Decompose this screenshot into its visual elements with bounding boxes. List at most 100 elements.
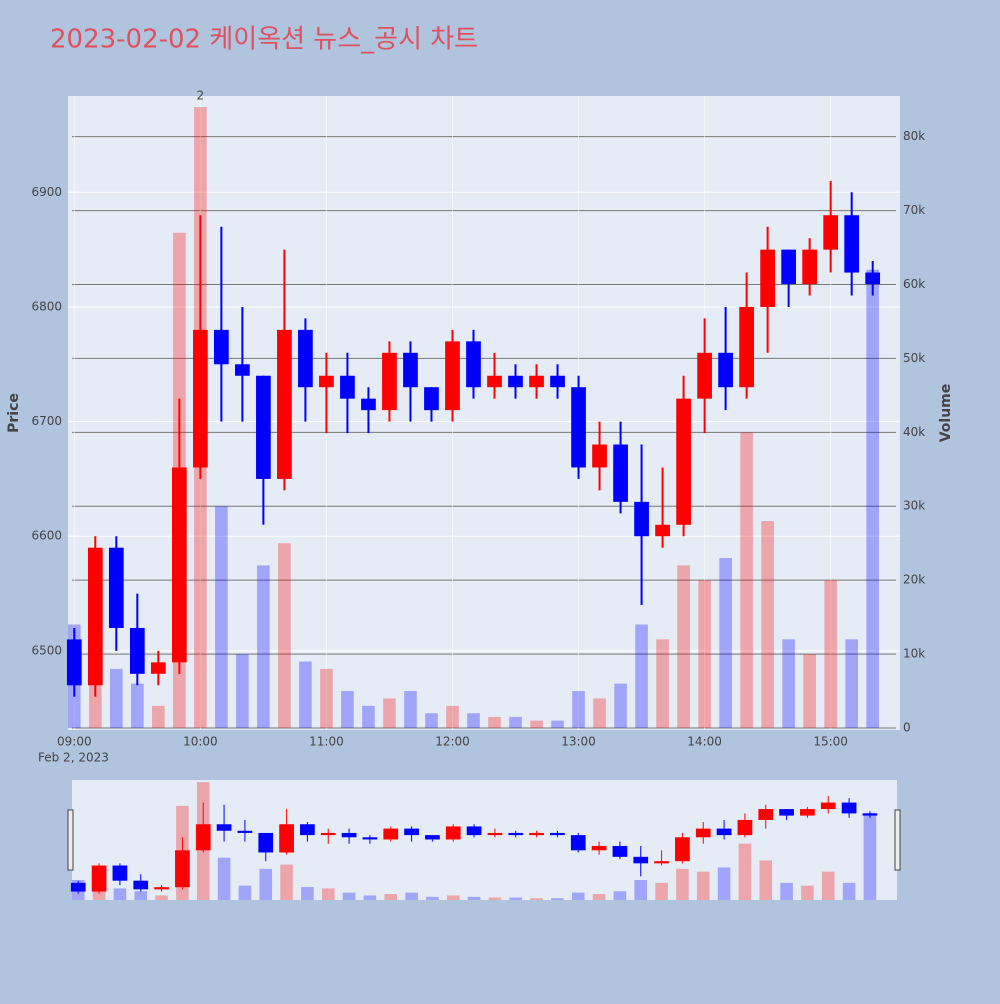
volume-bar: [782, 639, 795, 729]
mini-volume-bar: [280, 864, 293, 900]
mini-candle-body: [383, 828, 399, 840]
volume-bar: [824, 580, 837, 729]
mini-candle-body: [841, 802, 857, 814]
mini-volume-bar: [655, 882, 668, 900]
candle-body: [193, 329, 208, 468]
candle-body: [508, 375, 523, 388]
mini-candle-body: [508, 832, 524, 836]
mini-candle-body: [133, 880, 149, 890]
mini-candle-body: [112, 865, 128, 881]
mini-candle-body: [279, 824, 294, 853]
y-axis-label: Price: [6, 393, 22, 433]
candle-body: [760, 249, 775, 307]
mini-candle-body: [654, 861, 669, 864]
mini-volume-bar: [717, 867, 731, 900]
mini-volume-bar: [217, 857, 231, 900]
mini-volume-bar: [321, 888, 335, 900]
candle-body: [592, 444, 607, 468]
candle-body: [150, 662, 166, 674]
mini-candle-body: [195, 824, 211, 851]
volume-bar: [152, 705, 165, 729]
x-tick-label: 10:00: [183, 735, 218, 749]
x-tick-label: 09:00: [57, 735, 92, 749]
mini-candle-body: [591, 845, 607, 851]
mini-candle-body: [341, 832, 357, 838]
mini-candle-body: [70, 882, 86, 892]
mini-volume-bar: [821, 871, 835, 900]
mini-volume-bar: [426, 896, 439, 900]
mini-candle-body: [154, 887, 169, 890]
candle-body: [571, 387, 586, 468]
mini-candle-body: [862, 813, 878, 816]
volume-bar: [425, 713, 438, 729]
mini-candle-body: [758, 809, 774, 820]
mini-candle-body: [404, 828, 419, 836]
candle-body: [718, 352, 733, 388]
mini-volume-bar: [113, 888, 127, 900]
candle-body: [319, 375, 334, 388]
mini-volume-bar: [780, 882, 793, 900]
candle-body: [235, 364, 250, 376]
mini-candle-body: [695, 828, 711, 838]
y2-tick-label: 60k: [903, 277, 925, 291]
y2-tick-label: 0: [903, 721, 911, 735]
mini-candle-body: [820, 802, 836, 810]
range-handle[interactable]: [67, 809, 74, 871]
y2-tick-label: 20k: [903, 573, 925, 587]
candle-body: [697, 352, 712, 399]
mini-candle-body: [716, 828, 732, 836]
mini-candle-body: [320, 832, 336, 836]
candle-body: [87, 547, 103, 686]
volume-bar: [698, 580, 711, 729]
x-tick-label: 15:00: [813, 735, 848, 749]
rangeslider[interactable]: [72, 780, 897, 900]
volume-bar: [719, 557, 732, 729]
y2-tick-label: 80k: [903, 129, 925, 143]
x-tick-label: 12:00: [435, 735, 470, 749]
candle-body: [487, 375, 502, 388]
mini-candle-body: [487, 832, 503, 836]
volume-bar: [593, 698, 606, 729]
mini-candle-body: [529, 832, 544, 836]
mini-volume-bar: [613, 891, 627, 900]
mini-candle-body: [570, 835, 586, 851]
annotation: 2: [197, 89, 205, 103]
mini-candle-body: [362, 837, 378, 840]
volume-bar: [488, 716, 501, 729]
y-tick-label: 6700: [31, 414, 62, 428]
range-handle[interactable]: [894, 809, 901, 871]
volume-bar: [110, 668, 123, 729]
volume-bar: [299, 661, 312, 729]
mini-volume-bar: [676, 868, 689, 900]
volume-bar: [341, 691, 354, 729]
mini-volume-bar: [530, 898, 543, 900]
volume-bar: [530, 720, 543, 729]
mini-volume-bar: [801, 885, 814, 900]
mini-candle-body: [800, 809, 815, 816]
volume-bar: [845, 639, 858, 729]
mini-volume-bar: [446, 895, 460, 900]
mini-volume-bar: [571, 892, 585, 900]
y2-tick-label: 30k: [903, 499, 925, 513]
mini-volume-bar: [696, 871, 710, 900]
mini-candle-body: [633, 856, 649, 864]
candle-body: [108, 547, 124, 628]
candle-body: [445, 341, 460, 411]
mini-candle-body: [445, 826, 461, 840]
volume-bar: [215, 506, 228, 729]
mini-volume-bar: [134, 891, 148, 900]
mini-candle-body: [466, 826, 482, 836]
chart-title: 2023-02-02 케이옥션 뉴스_공시 차트: [50, 25, 478, 55]
mini-volume-bar: [259, 868, 273, 900]
volume-bar: [866, 269, 879, 729]
x-date-label: Feb 2, 2023: [38, 751, 109, 765]
mini-volume-bar: [738, 843, 752, 900]
volume-bar: [635, 624, 648, 729]
candle-body: [550, 375, 565, 388]
mini-volume-bar: [488, 897, 502, 900]
candle-body: [424, 387, 439, 411]
mini-candle-body: [258, 832, 274, 853]
y-tick-label: 6500: [31, 643, 62, 657]
volume-bar: [551, 720, 564, 729]
volume-bar: [740, 432, 753, 729]
